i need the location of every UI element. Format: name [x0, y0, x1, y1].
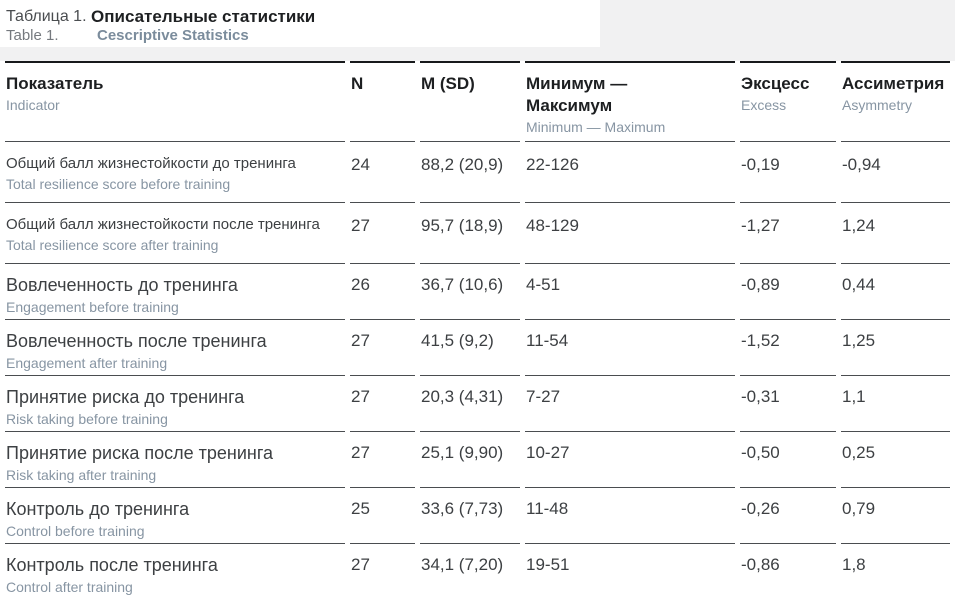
col-header-excess-ru: Эксцесс — [741, 74, 810, 93]
col-header-excess-en: Excess — [741, 97, 787, 113]
excess-value: -0,31 — [740, 375, 836, 431]
m-sd-value: 34,1 (7,20) — [420, 543, 520, 599]
min-max-value: 11-54 — [525, 319, 735, 375]
table-row: Контроль до тренинга Control before trai… — [5, 487, 950, 543]
excess-value: -0,89 — [740, 263, 836, 319]
m-sd-value: 88,2 (20,9) — [420, 141, 520, 202]
min-max-value: 4-51 — [525, 263, 735, 319]
indicator-ru: Вовлеченность до тренинга — [6, 275, 238, 295]
n-value: 24 — [350, 141, 415, 202]
indicator-en: Risk taking after training — [6, 467, 157, 483]
n-value: 27 — [350, 319, 415, 375]
caption-line-en: Table 1. Cescriptive Statistics — [6, 26, 600, 45]
col-header-indicator: Показатель Indicator — [5, 61, 345, 141]
n-value: 27 — [350, 431, 415, 487]
min-max-value: 22-126 — [525, 141, 735, 202]
indicator-ru: Вовлеченность после тренинга — [6, 331, 267, 351]
indicator-en: Engagement after training — [6, 355, 168, 371]
indicator-cell: Принятие риска до тренинга Risk taking b… — [5, 375, 345, 431]
table-row: Вовлеченность до тренинга Engagement bef… — [5, 263, 950, 319]
col-header-asymmetry: Ассиметрия Asymmetry — [841, 61, 950, 141]
excess-value: -1,27 — [740, 202, 836, 263]
caption-band: Таблица 1. Описательные статистики Table… — [0, 0, 955, 61]
table-row: Принятие риска после тренинга Risk takin… — [5, 431, 950, 487]
col-header-min-max-en: Minimum — Maximum — [526, 119, 666, 135]
m-sd-value: 95,7 (18,9) — [420, 202, 520, 263]
indicator-cell: Общий балл жизнестойкости после тренинга… — [5, 202, 345, 263]
m-sd-value: 20,3 (4,31) — [420, 375, 520, 431]
m-sd-value: 33,6 (7,73) — [420, 487, 520, 543]
table-row: Общий балл жизнестойкости после тренинга… — [5, 202, 950, 263]
table-row: Принятие риска до тренинга Risk taking b… — [5, 375, 950, 431]
n-value: 27 — [350, 375, 415, 431]
col-header-asymmetry-en: Asymmetry — [842, 97, 912, 113]
asymmetry-value: 1,24 — [841, 202, 950, 263]
indicator-ru: Контроль до тренинга — [6, 499, 190, 519]
asymmetry-value: 1,8 — [841, 543, 950, 599]
excess-value: -0,26 — [740, 487, 836, 543]
indicator-ru: Принятие риска до тренинга — [6, 387, 245, 407]
asymmetry-value: 1,25 — [841, 319, 950, 375]
col-header-n-ru: N — [351, 74, 364, 93]
min-max-value: 19-51 — [525, 543, 735, 599]
excess-value: -1,52 — [740, 319, 836, 375]
min-max-value: 10-27 — [525, 431, 735, 487]
caption-title-en: Cescriptive Statistics — [97, 27, 249, 44]
indicator-cell: Вовлеченность после тренинга Engagement … — [5, 319, 345, 375]
col-header-excess: Эксцесс Excess — [740, 61, 836, 141]
caption-label-ru: Таблица 1. — [6, 8, 87, 25]
indicator-ru: Принятие риска после тренинга — [6, 443, 274, 463]
col-header-n: N — [350, 61, 415, 141]
min-max-value: 48-129 — [525, 202, 735, 263]
asymmetry-value: 0,25 — [841, 431, 950, 487]
m-sd-value: 41,5 (9,2) — [420, 319, 520, 375]
indicator-en: Total resilience score after training — [6, 237, 219, 253]
indicator-ru: Общий балл жизнестойкости до тренинга — [6, 155, 296, 172]
table-row: Вовлеченность после тренинга Engagement … — [5, 319, 950, 375]
col-header-asymmetry-ru: Ассиметрия — [842, 74, 945, 93]
col-header-m-sd: M (SD) — [420, 61, 520, 141]
n-value: 25 — [350, 487, 415, 543]
min-max-value: 11-48 — [525, 487, 735, 543]
asymmetry-value: 0,44 — [841, 263, 950, 319]
col-header-indicator-en: Indicator — [6, 97, 60, 113]
descriptive-statistics-table: Показатель Indicator N M (SD) Минимум — … — [0, 61, 955, 599]
n-value: 26 — [350, 263, 415, 319]
n-value: 27 — [350, 543, 415, 599]
excess-value: -0,19 — [740, 141, 836, 202]
col-header-m-sd-ru: M (SD) — [421, 74, 475, 93]
indicator-en: Risk taking before training — [6, 411, 168, 427]
m-sd-value: 25,1 (9,90) — [420, 431, 520, 487]
asymmetry-value: -0,94 — [841, 141, 950, 202]
table-row: Общий балл жизнестойкости до тренинга To… — [5, 141, 950, 202]
indicator-en: Engagement before training — [6, 299, 179, 315]
indicator-cell: Контроль после тренинга Control after tr… — [5, 543, 345, 599]
asymmetry-value: 1,1 — [841, 375, 950, 431]
indicator-cell: Общий балл жизнестойкости до тренинга To… — [5, 141, 345, 202]
asymmetry-value: 0,79 — [841, 487, 950, 543]
indicator-en: Control before training — [6, 523, 145, 539]
col-header-min-max-ru: Минимум — Максимум — [526, 74, 628, 115]
caption-title-ru: Описательные статистики — [91, 7, 316, 26]
indicator-en: Total resilience score before training — [6, 176, 231, 192]
excess-value: -0,86 — [740, 543, 836, 599]
indicator-cell: Вовлеченность до тренинга Engagement bef… — [5, 263, 345, 319]
indicator-cell: Контроль до тренинга Control before trai… — [5, 487, 345, 543]
table-row: Контроль после тренинга Control after tr… — [5, 543, 950, 599]
n-value: 27 — [350, 202, 415, 263]
min-max-value: 7-27 — [525, 375, 735, 431]
indicator-cell: Принятие риска после тренинга Risk takin… — [5, 431, 345, 487]
indicator-ru: Общий балл жизнестойкости после тренинга — [6, 216, 320, 233]
caption-label-en: Table 1. — [6, 27, 59, 44]
indicator-ru: Контроль после тренинга — [6, 555, 218, 575]
col-header-indicator-ru: Показатель — [6, 74, 104, 93]
col-header-min-max: Минимум — Максимум Minimum — Maximum — [525, 61, 735, 141]
excess-value: -0,50 — [740, 431, 836, 487]
indicator-en: Control after training — [6, 579, 133, 595]
header-row: Показатель Indicator N M (SD) Минимум — … — [5, 61, 950, 141]
caption-line-ru: Таблица 1. Описательные статистики — [6, 7, 600, 26]
table-caption: Таблица 1. Описательные статистики Table… — [0, 0, 600, 47]
m-sd-value: 36,7 (10,6) — [420, 263, 520, 319]
